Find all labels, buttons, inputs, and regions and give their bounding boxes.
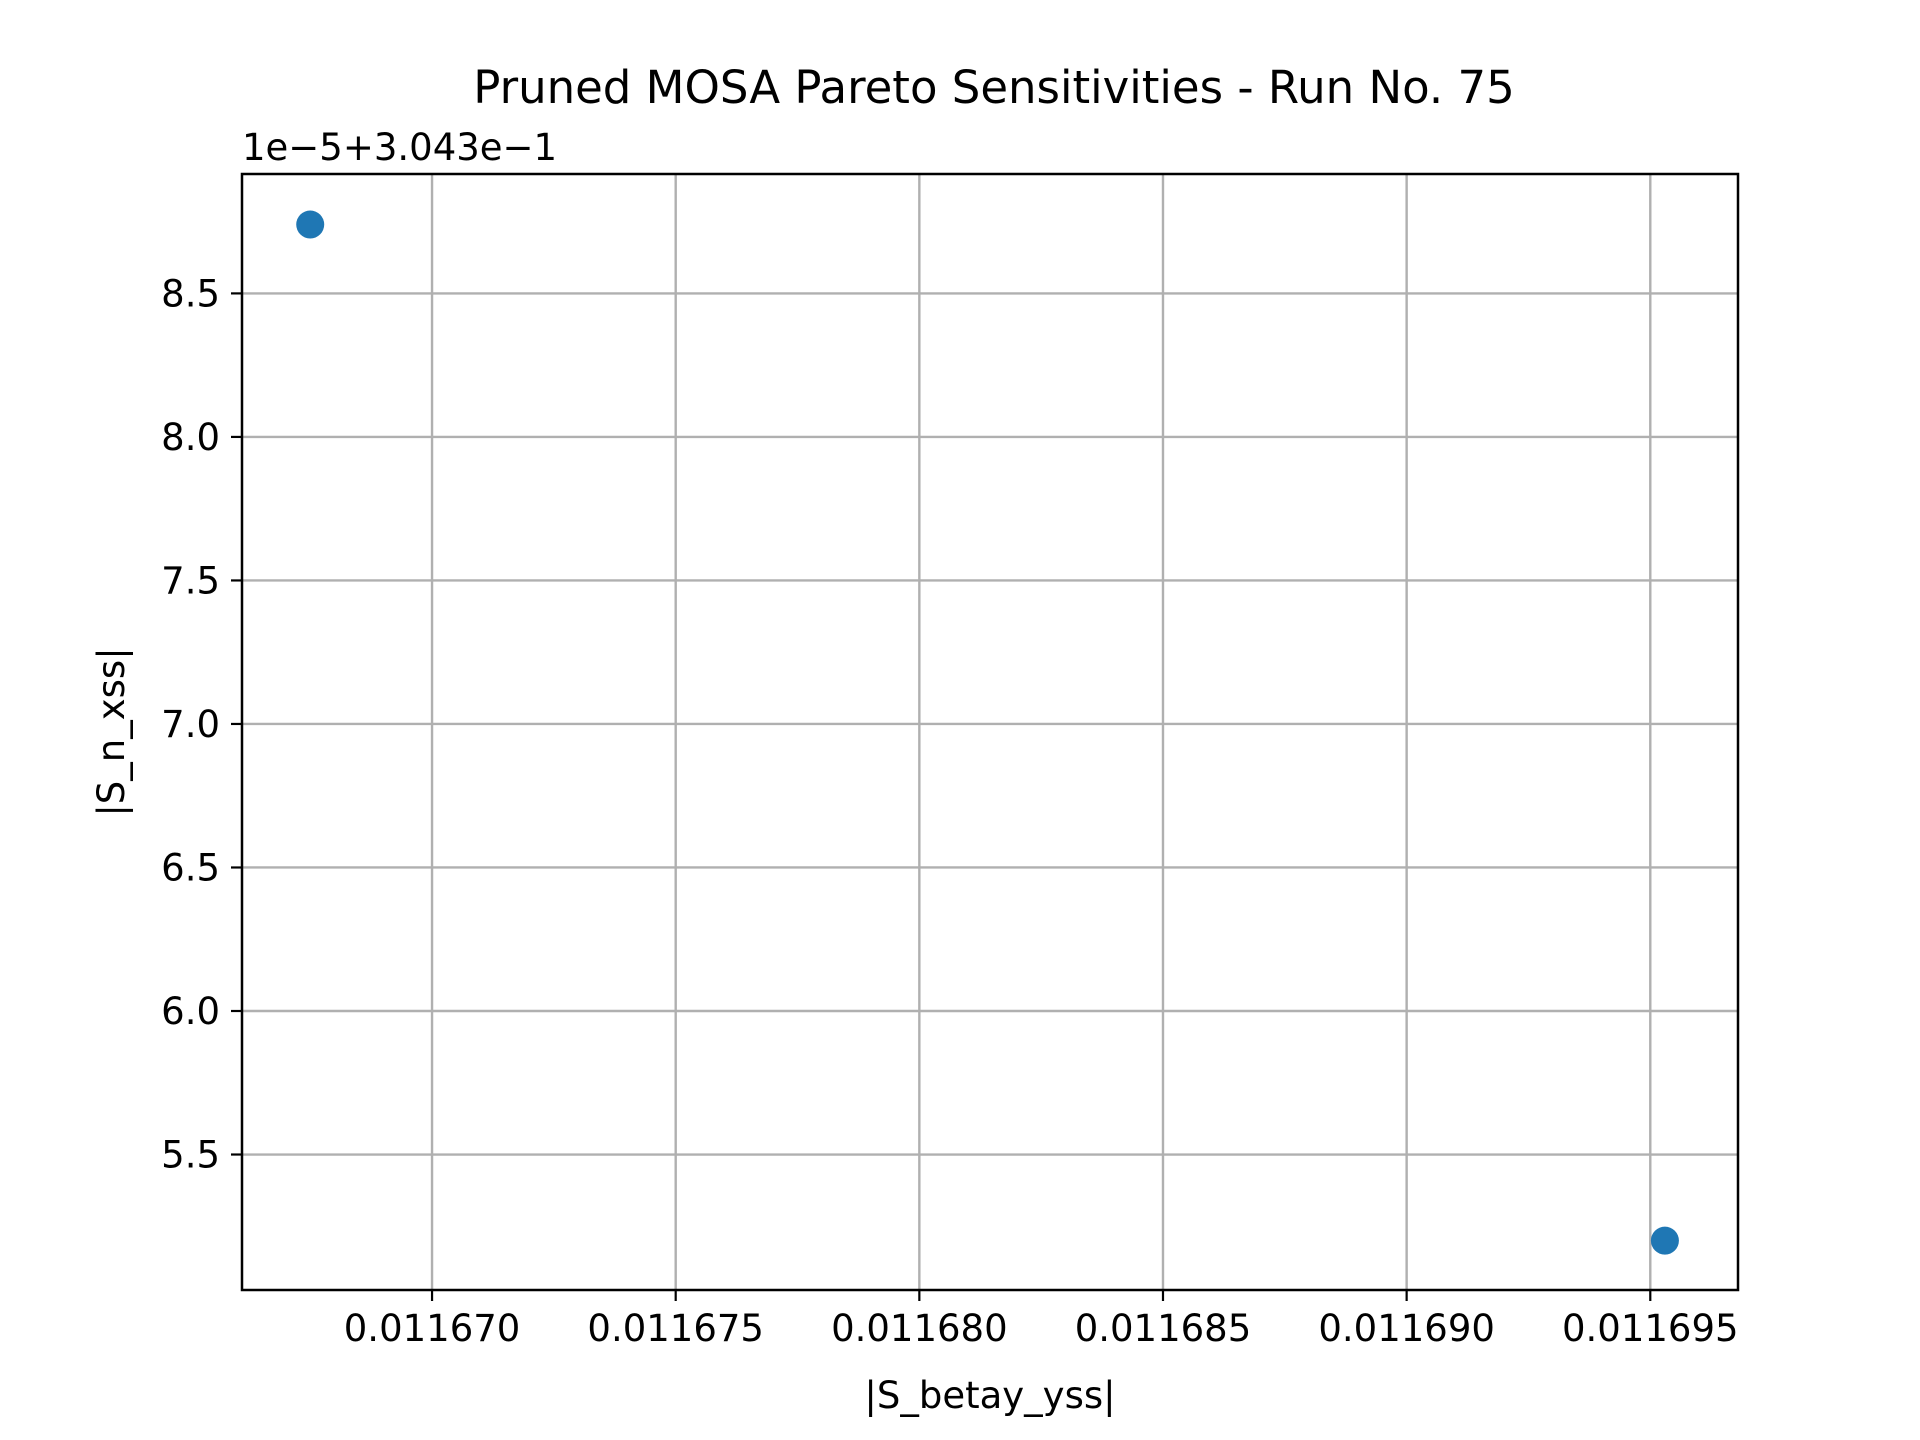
y-tick-label: 5.5 [161,1134,220,1177]
x-axis-label: |S_betay_yss| [864,1374,1115,1417]
plot-frame [240,172,1740,1292]
x-tick-label: 0.011695 [1562,1307,1739,1350]
x-tick-label: 0.011685 [1075,1307,1252,1350]
y-tick-label: 7.5 [161,559,220,602]
y-tick-label: 7.0 [161,703,220,746]
y-tick-label: 6.5 [161,846,220,889]
y-axis-offset-label: 1e−5+3.043e−1 [242,126,557,169]
y-tick-label: 8.5 [161,272,220,315]
x-tick-label: 0.011675 [587,1307,764,1350]
data-point [296,210,325,239]
x-tick-label: 0.011690 [1318,1307,1495,1350]
chart-title: Pruned MOSA Pareto Sensitivities - Run N… [473,61,1515,114]
y-axis-label: |S_n_xss| [90,647,133,816]
grid [242,174,1738,1290]
y-axis-ticks: 5.5 6.0 6.5 7.0 7.5 8.0 8.5 [161,272,242,1177]
x-tick-label: 0.011680 [831,1307,1008,1350]
x-tick-label: 0.011670 [344,1307,521,1350]
y-tick-label: 8.0 [161,416,220,459]
data-point [1650,1226,1679,1255]
x-axis-ticks: 0.011670 0.011675 0.011680 0.011685 0.011690… [344,1290,1739,1350]
data-points [296,210,1679,1255]
y-tick-label: 6.0 [161,990,220,1033]
